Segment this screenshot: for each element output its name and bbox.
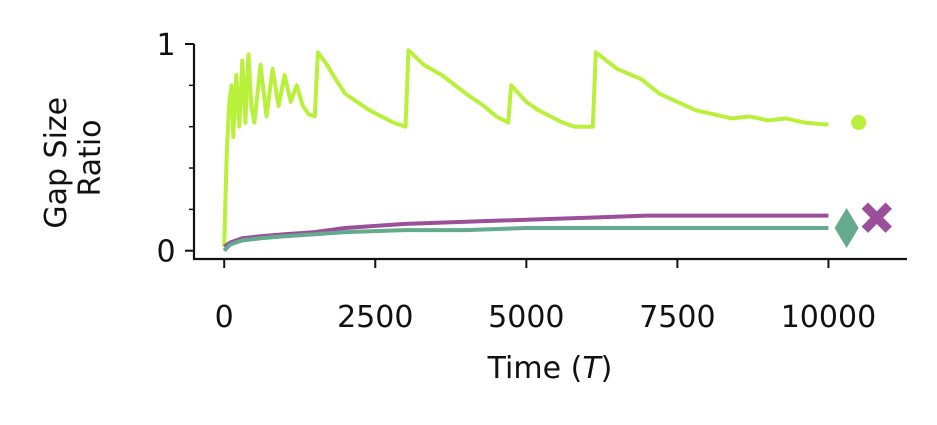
series-line-1 (223, 213, 829, 249)
x-tick-label: 0 (215, 300, 234, 335)
tick-layer: 0 2500 5000 7500 10000 0 1 (156, 28, 876, 335)
x-axis-variable: T (582, 351, 603, 386)
axes-layer (192, 44, 907, 261)
series-end-marker-x (861, 202, 892, 233)
series-layer (222, 48, 829, 253)
series-end-marker-circle (851, 115, 867, 131)
x-tick-label: 7500 (639, 300, 715, 335)
series-end-marker-diamond (834, 207, 859, 248)
x-tick-label: 10000 (781, 300, 876, 335)
marker-layer (834, 115, 892, 248)
series-line-2 (222, 226, 829, 253)
x-tick-label: 5000 (488, 300, 564, 335)
x-tick-label: 2500 (337, 300, 413, 335)
y-axis-title: Gap Size Ratio (39, 87, 108, 228)
y-tick-label: 1 (156, 28, 175, 63)
y-axis-title-line-2: Ratio (73, 119, 108, 196)
series-line-0 (222, 48, 829, 247)
x-axis-title: Time (T) (487, 351, 613, 386)
series-end-marker-x-stroke (861, 202, 892, 233)
y-tick-label: 0 (156, 235, 175, 270)
y-axis-title-line-1: Gap Size (39, 97, 74, 229)
